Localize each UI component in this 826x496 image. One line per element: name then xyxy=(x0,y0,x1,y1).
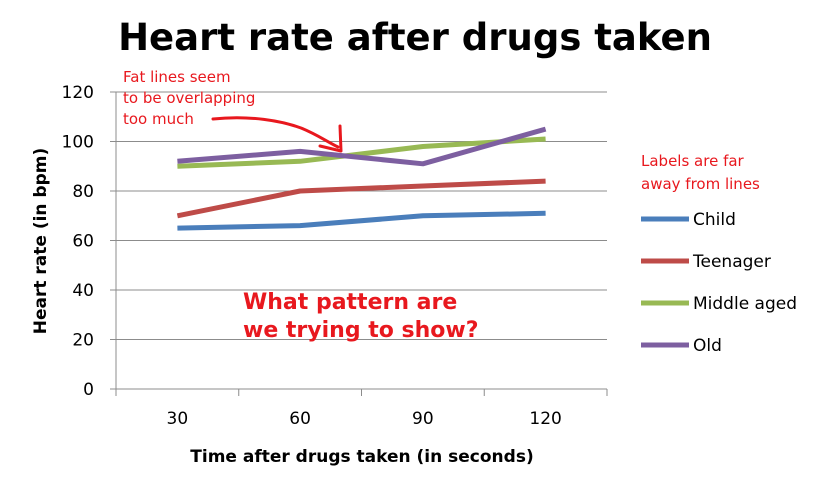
overlap-note-line-2: to be overlapping xyxy=(123,89,255,107)
series-line-teenager xyxy=(176,178,546,219)
legend-label-teenager: Teenager xyxy=(692,252,771,272)
y-axis-label: Heart rate (in bpm) xyxy=(31,148,51,335)
legend-label-child: Child xyxy=(693,210,736,230)
y-tick-label: 100 xyxy=(62,133,94,153)
y-tick-label: 40 xyxy=(72,281,94,301)
y-tick-labels: 0 20 40 60 80 100 120 xyxy=(62,83,94,400)
y-tick-label: 20 xyxy=(72,331,94,351)
gridlines xyxy=(116,91,607,340)
y-tick-label: 80 xyxy=(72,182,94,202)
labels-annotation: Labels are far away from lines xyxy=(641,152,760,193)
overlap-note-line-3: too much xyxy=(123,110,194,128)
pattern-annotation: What pattern are we trying to show? xyxy=(243,290,478,343)
y-tick-label: 120 xyxy=(62,83,94,103)
series-line-middle-aged xyxy=(177,136,546,169)
axes xyxy=(110,91,608,396)
overlap-note-line-1: Fat lines seem xyxy=(123,68,231,86)
pattern-question-line-2: we trying to show? xyxy=(243,318,478,343)
y-tick-label: 60 xyxy=(72,232,94,252)
series-lines xyxy=(176,126,547,231)
pattern-question-line-1: What pattern are xyxy=(243,290,457,315)
x-tick-label: 60 xyxy=(289,409,311,429)
overlap-annotation: Fat lines seem to be overlapping too muc… xyxy=(123,68,343,153)
x-tick-label: 30 xyxy=(167,409,189,429)
legend-label-middle-aged: Middle aged xyxy=(693,294,797,314)
x-tick-labels: 30 60 90 120 xyxy=(167,409,562,429)
annotation-arrowhead xyxy=(318,124,343,153)
legend: Child Teenager Middle aged Old xyxy=(641,210,797,356)
y-tick-label: 0 xyxy=(83,380,94,400)
chart-title: Heart rate after drugs taken xyxy=(118,16,712,59)
series-line-child xyxy=(177,210,546,231)
x-tick-label: 90 xyxy=(412,409,434,429)
annotation-arrow xyxy=(211,116,340,149)
labels-note-line-1: Labels are far xyxy=(641,152,745,170)
x-axis-label: Time after drugs taken (in seconds) xyxy=(190,447,533,467)
legend-label-old: Old xyxy=(693,336,722,356)
series-line-old xyxy=(177,126,547,167)
x-tick-label: 120 xyxy=(529,409,561,429)
labels-note-line-2: away from lines xyxy=(641,175,760,193)
